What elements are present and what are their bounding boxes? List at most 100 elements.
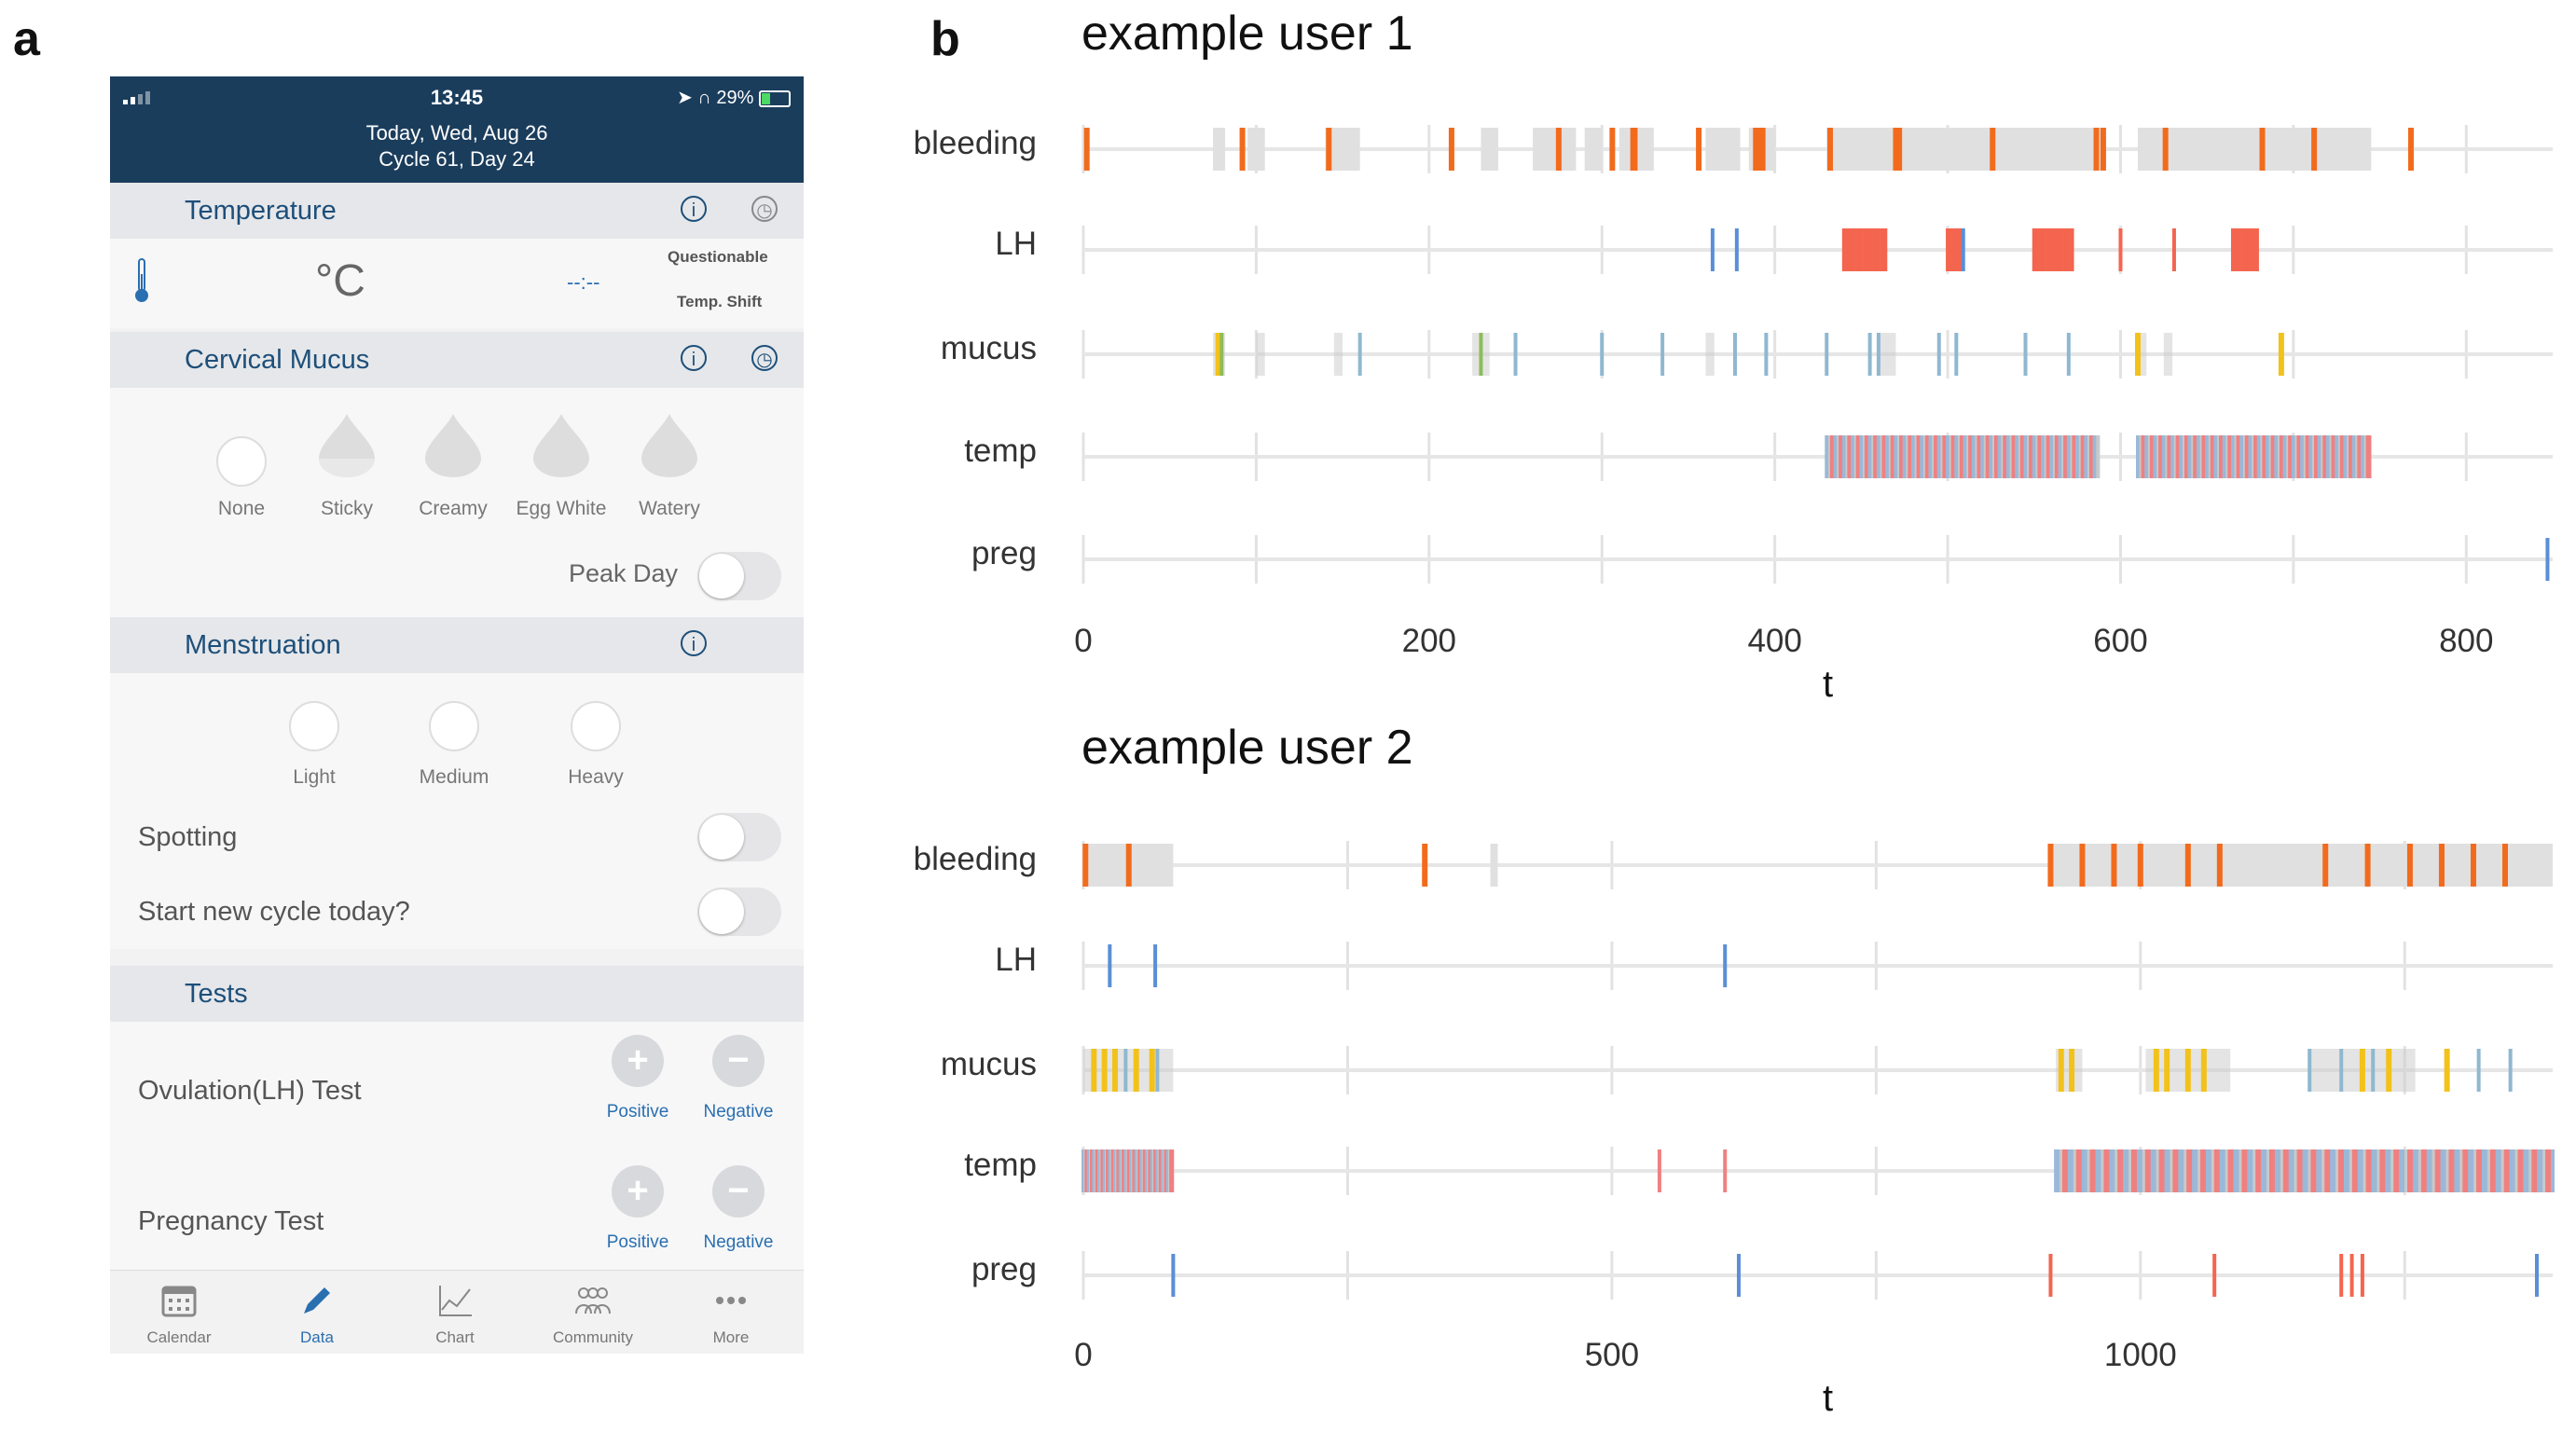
- lh-positive-mark: [2244, 228, 2249, 271]
- row-label-lh: LH: [995, 942, 1037, 978]
- mucus-yellow-mark: [2444, 1049, 2450, 1092]
- temp-mark: [2418, 1149, 2422, 1192]
- temp-mark: [2250, 1149, 2254, 1192]
- lh-positive-mark: [1863, 228, 1867, 271]
- temperature-unit[interactable]: °C: [315, 256, 365, 306]
- temp-mark: [2498, 1149, 2502, 1192]
- bleeding-spotting-range: [1584, 128, 1603, 171]
- temp-mark: [2382, 1149, 2387, 1192]
- lh-positive-mark: [2053, 228, 2058, 271]
- mucus-creamy-drop-icon[interactable]: [423, 412, 483, 477]
- temp-mark: [2131, 1149, 2136, 1192]
- temp-mark: [2061, 1149, 2066, 1192]
- chart-title: example user 2: [1081, 721, 1413, 775]
- pregnancy-positive-button[interactable]: +: [612, 1165, 664, 1218]
- temp-mark: [2089, 1149, 2094, 1192]
- toggle-knob: [699, 815, 744, 860]
- temp-mark: [2096, 435, 2101, 478]
- lh-negative-mark: [1710, 228, 1715, 271]
- bleeding-mark: [2137, 844, 2143, 887]
- bleeding-mark: [1326, 128, 1332, 171]
- temp-mark: [2357, 1149, 2362, 1192]
- temp-mark: [2517, 1149, 2522, 1192]
- x-tick-label: 600: [2093, 623, 2148, 659]
- spotting-toggle[interactable]: [697, 813, 781, 861]
- mucus-blue-mark: [1954, 333, 1959, 376]
- temp-mark: [2338, 1149, 2343, 1192]
- row-label-bleeding: bleeding: [913, 841, 1037, 877]
- mucus-option-label: Sticky: [320, 498, 373, 519]
- lh-positive-mark: [2049, 228, 2054, 271]
- mucus-watery-drop-icon[interactable]: [640, 412, 699, 477]
- temp-mark: [2153, 1149, 2157, 1192]
- positive-label: Positive: [606, 1102, 669, 1121]
- tab-chart[interactable]: Chart: [386, 1271, 524, 1354]
- pregnancy-negative-button[interactable]: −: [712, 1165, 765, 1218]
- temp-mark: [2316, 1149, 2321, 1192]
- temp-mark: [2197, 1149, 2202, 1192]
- ovulation-negative-button[interactable]: −: [712, 1035, 765, 1087]
- tab-calendar[interactable]: Calendar: [110, 1271, 248, 1354]
- flow-heavy-option[interactable]: [571, 701, 621, 751]
- temp-mark: [2404, 1149, 2409, 1192]
- temp-mark: [2462, 1149, 2467, 1192]
- temp-mark: [2445, 1149, 2450, 1192]
- temp-mark: [2354, 1149, 2359, 1192]
- tab-more[interactable]: More: [662, 1271, 800, 1354]
- row-label-lh: LH: [995, 226, 1037, 262]
- temp-mark: [2078, 1149, 2083, 1192]
- peak-day-toggle[interactable]: [697, 552, 781, 600]
- mucus-none-option[interactable]: [216, 436, 267, 487]
- flow-option-label: Light: [293, 766, 336, 788]
- tab-data[interactable]: Data: [248, 1271, 386, 1354]
- tab-label: Chart: [435, 1328, 475, 1346]
- bleeding-mark: [2406, 844, 2413, 887]
- new-cycle-toggle[interactable]: [697, 887, 781, 936]
- mucus-range: [1333, 333, 1343, 376]
- flow-option-label: Heavy: [568, 766, 624, 788]
- lh-positive-mark: [1956, 228, 1961, 271]
- mucus-sticky-drop-icon[interactable]: [317, 412, 377, 477]
- mucus-yellow-mark: [2058, 1049, 2064, 1092]
- info-icon[interactable]: i: [681, 345, 707, 371]
- mucus-blue-mark: [1357, 333, 1362, 376]
- flow-light-option[interactable]: [289, 701, 339, 751]
- temp-mark: [2346, 1149, 2350, 1192]
- ovulation-positive-button[interactable]: +: [612, 1035, 664, 1087]
- x-tick-label: 1000: [2103, 1337, 2177, 1373]
- temp-mark: [2412, 1149, 2417, 1192]
- lh-positive-mark: [2046, 228, 2050, 271]
- bleeding-mark: [1422, 844, 1428, 887]
- temp-mark: [2324, 1149, 2329, 1192]
- bleeding-mark: [1239, 128, 1246, 171]
- temp-mark: [2144, 1149, 2149, 1192]
- x-tick-label: 400: [1747, 623, 1802, 659]
- questionable-label[interactable]: Questionable: [668, 248, 768, 266]
- lh-positive-mark: [1859, 228, 1864, 271]
- mucus-title: Cervical Mucus: [185, 345, 370, 375]
- clock-icon[interactable]: ◷: [751, 345, 778, 371]
- info-icon[interactable]: i: [681, 630, 707, 656]
- temp-mark: [2479, 1149, 2484, 1192]
- lh-positive-mark: [2070, 228, 2074, 271]
- temperature-time-value[interactable]: --:--: [567, 270, 600, 294]
- bleeding-mark: [1448, 128, 1454, 171]
- tab-community[interactable]: Community: [524, 1271, 662, 1354]
- bleeding-mark: [1083, 128, 1090, 171]
- mucus-eggwhite-drop-icon[interactable]: [531, 412, 591, 477]
- mucus-yellow-mark: [2359, 1049, 2365, 1092]
- temp-mark: [2126, 1149, 2130, 1192]
- temp-mark: [2112, 1149, 2116, 1192]
- info-icon[interactable]: i: [681, 196, 707, 222]
- temp-mark: [2420, 1149, 2425, 1192]
- temp-shift-label[interactable]: Temp. Shift: [677, 293, 763, 310]
- temp-mark: [2084, 1149, 2088, 1192]
- temp-mark: [1723, 1149, 1728, 1192]
- lh-positive-mark: [1869, 228, 1874, 271]
- flow-medium-option[interactable]: [429, 701, 479, 751]
- bleeding-mark: [2259, 128, 2266, 171]
- menstruation-body: Light Medium Heavy Spotting Start new cy…: [110, 673, 804, 949]
- temp-mark: [2534, 1149, 2539, 1192]
- clock-icon[interactable]: ◷: [751, 196, 778, 222]
- temp-mark: [2484, 1149, 2488, 1192]
